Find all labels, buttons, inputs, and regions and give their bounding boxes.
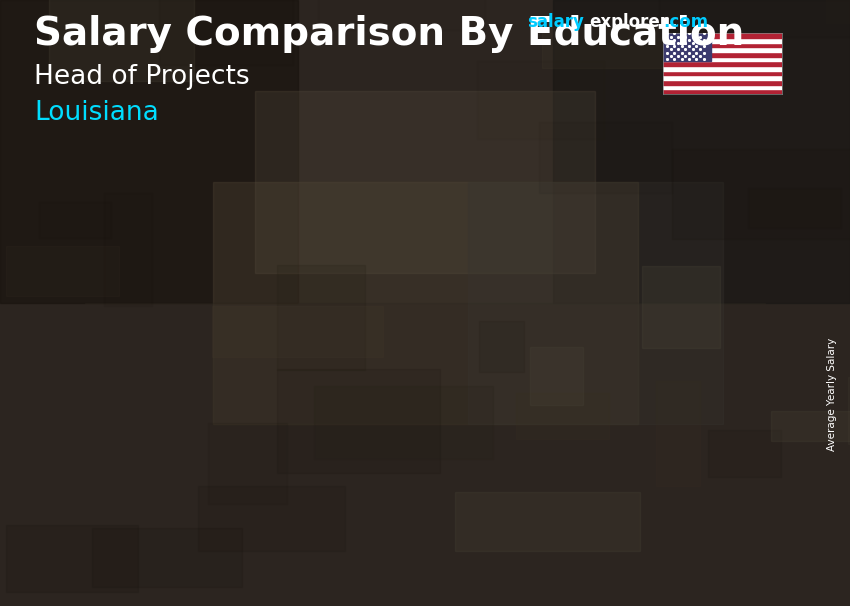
Bar — [707, 430, 781, 478]
Bar — [542, 27, 665, 68]
Text: Average Yearly Salary: Average Yearly Salary — [827, 338, 837, 450]
Bar — [456, 492, 640, 551]
Bar — [319, 0, 485, 30]
Bar — [632, 326, 722, 576]
Text: +32%: +32% — [368, 319, 467, 348]
Bar — [672, 149, 850, 239]
Bar — [159, 0, 292, 65]
Bar — [552, 0, 850, 303]
Text: +24%: +24% — [542, 281, 641, 310]
Bar — [110, 440, 122, 576]
Bar — [536, 375, 549, 576]
Bar — [663, 47, 782, 52]
Bar — [826, 0, 850, 23]
Bar — [39, 202, 111, 238]
Bar — [748, 188, 842, 228]
Bar — [255, 91, 595, 273]
Bar — [6, 246, 119, 296]
Bar — [516, 393, 609, 439]
Bar — [656, 381, 700, 485]
Bar — [663, 66, 782, 71]
Bar — [848, 377, 850, 444]
Bar — [361, 423, 375, 576]
Bar — [201, 440, 212, 576]
Bar — [709, 326, 722, 576]
Bar — [212, 182, 638, 424]
Bar — [198, 486, 345, 551]
Text: Louisiana: Louisiana — [34, 100, 159, 126]
Bar — [458, 375, 549, 576]
Bar — [663, 89, 782, 94]
Bar — [663, 61, 782, 66]
Bar — [477, 61, 604, 139]
Bar — [212, 306, 382, 358]
Bar — [458, 375, 469, 576]
Bar — [549, 375, 559, 576]
Bar — [479, 321, 524, 373]
Text: 126,000 USD: 126,000 USD — [292, 398, 392, 413]
Bar — [663, 33, 711, 61]
Bar — [277, 368, 440, 473]
Bar — [187, 440, 201, 576]
Bar — [276, 265, 366, 370]
Bar — [314, 386, 493, 459]
Text: 112,000 USD: 112,000 USD — [117, 415, 218, 430]
Text: explorer: explorer — [589, 13, 668, 32]
Bar — [663, 56, 782, 61]
Text: salary: salary — [527, 13, 584, 32]
Bar — [49, 0, 194, 81]
Text: Salary Comparison By Education: Salary Comparison By Education — [34, 15, 745, 53]
Bar — [659, 0, 850, 37]
Bar — [722, 326, 733, 576]
Bar — [632, 326, 643, 576]
Text: Head of Projects: Head of Projects — [34, 64, 250, 90]
Text: 166,000 USD: 166,000 USD — [465, 350, 566, 365]
Bar — [663, 52, 782, 56]
Text: .com: .com — [663, 13, 708, 32]
Text: +13%: +13% — [195, 354, 293, 382]
Bar — [85, 303, 765, 606]
Bar — [468, 182, 722, 424]
Bar — [284, 423, 375, 576]
Bar — [663, 71, 782, 75]
Bar — [92, 528, 242, 587]
Bar — [642, 267, 720, 348]
Bar — [284, 423, 295, 576]
Bar — [771, 411, 850, 441]
Bar — [663, 33, 782, 38]
Text: 206,000 USD: 206,000 USD — [646, 301, 746, 316]
Bar — [539, 122, 672, 193]
Bar — [375, 423, 385, 576]
Bar — [663, 38, 782, 42]
Bar — [6, 525, 138, 592]
Bar — [0, 0, 298, 303]
Bar — [104, 193, 152, 306]
Bar — [663, 75, 782, 80]
Bar — [110, 440, 201, 576]
Bar — [207, 423, 287, 504]
Bar — [663, 80, 782, 85]
Bar — [663, 85, 782, 89]
Bar — [530, 347, 583, 405]
Bar — [663, 42, 782, 47]
